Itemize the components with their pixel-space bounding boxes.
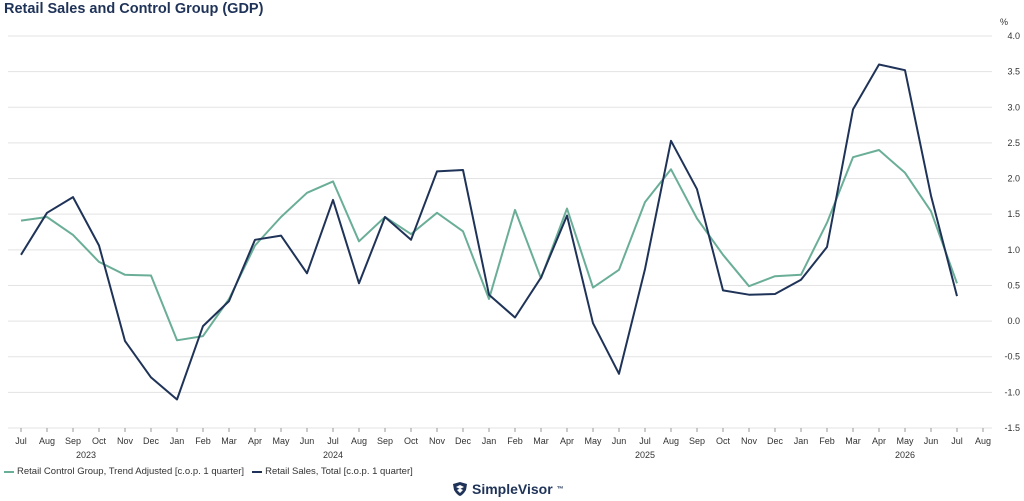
legend-item-control[interactable]: Retail Control Group, Trend Adjusted [c.… bbox=[4, 466, 244, 477]
legend: Retail Control Group, Trend Adjusted [c.… bbox=[4, 466, 413, 477]
series-line-retail-sales-total[interactable] bbox=[20, 63, 958, 401]
x-tick-label: Oct bbox=[404, 436, 419, 446]
x-tick-label: Dec bbox=[455, 436, 472, 446]
x-tick-label: Jul bbox=[15, 436, 27, 446]
y-tick-label: 1.5 bbox=[1007, 209, 1020, 219]
x-tick-label: Jun bbox=[300, 436, 315, 446]
x-year-label: 2025 bbox=[635, 450, 655, 460]
x-tick-label: Mar bbox=[845, 436, 861, 446]
legend-swatch-total bbox=[252, 470, 263, 473]
x-tick-label: May bbox=[584, 436, 602, 446]
series-lines bbox=[20, 63, 958, 401]
x-axis-ticks: Jul Aug Sep Oct Nov Dec Jan Feb Mar Apr May Jun Jul A… bbox=[15, 428, 991, 460]
x-tick-label: Dec bbox=[767, 436, 784, 446]
y-tick-label: 2.0 bbox=[1007, 174, 1020, 184]
x-tick-label: Mar bbox=[533, 436, 549, 446]
y-tick-label: 2.5 bbox=[1007, 138, 1020, 148]
brand-trademark: ™ bbox=[556, 485, 564, 493]
x-tick-label: Oct bbox=[92, 436, 107, 446]
y-tick-label: -1.5 bbox=[1004, 423, 1020, 433]
x-tick-label: Apr bbox=[248, 436, 262, 446]
x-tick-label: Aug bbox=[39, 436, 55, 446]
x-tick-label: Feb bbox=[195, 436, 211, 446]
x-tick-label: Jun bbox=[612, 436, 627, 446]
y-tick-label: 0.5 bbox=[1007, 280, 1020, 290]
x-tick-label: Jul bbox=[639, 436, 651, 446]
x-tick-label: Aug bbox=[351, 436, 367, 446]
x-tick-label: Jan bbox=[482, 436, 497, 446]
x-tick-label: Feb bbox=[507, 436, 523, 446]
x-tick-label: Dec bbox=[143, 436, 160, 446]
y-tick-label: 4.0 bbox=[1007, 31, 1020, 41]
x-tick-label: Aug bbox=[975, 436, 991, 446]
x-tick-label: Sep bbox=[65, 436, 81, 446]
grid-lines bbox=[8, 35, 992, 429]
y-tick-label: 1.0 bbox=[1007, 245, 1020, 255]
x-tick-label: Sep bbox=[689, 436, 705, 446]
x-year-label: 2026 bbox=[895, 450, 915, 460]
x-tick-label: Jan bbox=[794, 436, 809, 446]
x-tick-label: Apr bbox=[872, 436, 886, 446]
simplevisor-logo[interactable]: SimpleVisor ™ bbox=[452, 481, 564, 497]
x-tick-label: May bbox=[272, 436, 290, 446]
y-tick-label: 3.0 bbox=[1007, 102, 1020, 112]
x-tick-label: Mar bbox=[221, 436, 237, 446]
x-tick-label: Apr bbox=[560, 436, 574, 446]
x-tick-label: Oct bbox=[716, 436, 731, 446]
y-tick-label: 3.5 bbox=[1007, 67, 1020, 77]
x-tick-label: Sep bbox=[377, 436, 393, 446]
y-tick-label: -0.5 bbox=[1004, 352, 1020, 362]
brand-name: SimpleVisor bbox=[472, 481, 553, 497]
x-tick-label: Feb bbox=[819, 436, 835, 446]
x-tick-label: Jun bbox=[924, 436, 939, 446]
y-axis-ticks: 4.0 3.5 3.0 2.5 2.0 1.5 1.0 0.5 0.0 -0.5 -1.0 -1.5 bbox=[1004, 31, 1020, 433]
chart-title: Retail Sales and Control Group (GDP) bbox=[4, 1, 264, 17]
legend-label-control: Retail Control Group, Trend Adjusted [c.… bbox=[17, 466, 245, 477]
x-tick-label: Jul bbox=[951, 436, 963, 446]
legend-swatch-control bbox=[4, 470, 14, 473]
x-tick-label: Jan bbox=[170, 436, 185, 446]
x-tick-label: Aug bbox=[663, 436, 679, 446]
x-tick-label: Nov bbox=[429, 436, 446, 446]
y-axis-unit-label: % bbox=[1000, 17, 1008, 27]
line-chart: 4.03.53.02.52.01.51.00.50.0-0.5-1.0-1.5 … bbox=[8, 17, 1020, 460]
series-line-control-group[interactable] bbox=[20, 149, 958, 342]
x-tick-label: Jul bbox=[327, 436, 339, 446]
y-tick-label: -1.0 bbox=[1004, 387, 1020, 397]
x-year-label: 2023 bbox=[76, 450, 96, 460]
legend-label-total: Retail Sales, Total [c.o.p. 1 quarter] bbox=[265, 466, 413, 477]
x-tick-label: Nov bbox=[741, 436, 758, 446]
x-tick-label: Nov bbox=[117, 436, 134, 446]
eagle-shield-icon bbox=[453, 482, 467, 496]
x-year-label: 2024 bbox=[323, 450, 343, 460]
legend-item-total[interactable]: Retail Sales, Total [c.o.p. 1 quarter] bbox=[252, 466, 413, 477]
y-tick-label: 0.0 bbox=[1007, 316, 1020, 326]
x-tick-label: May bbox=[896, 436, 914, 446]
